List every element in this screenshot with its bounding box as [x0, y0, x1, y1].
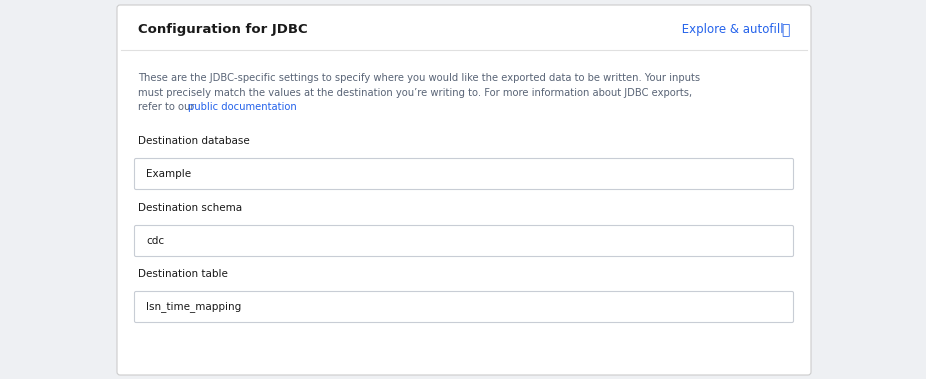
Text: lsn_time_mapping: lsn_time_mapping [146, 302, 242, 312]
FancyBboxPatch shape [134, 291, 794, 323]
Text: must precisely match the values at the destination you’re writing to. For more i: must precisely match the values at the d… [138, 88, 692, 97]
Text: ⌕: ⌕ [782, 23, 790, 37]
Text: Destination schema: Destination schema [138, 203, 242, 213]
Text: Destination database: Destination database [138, 136, 250, 146]
Text: Configuration for JDBC: Configuration for JDBC [138, 23, 307, 36]
Text: These are the JDBC-specific settings to specify where you would like the exporte: These are the JDBC-specific settings to … [138, 73, 700, 83]
FancyBboxPatch shape [134, 158, 794, 190]
Text: refer to our: refer to our [138, 102, 197, 112]
Text: public documentation: public documentation [188, 102, 297, 112]
Text: Example: Example [146, 169, 191, 179]
Text: Explore & autofill: Explore & autofill [679, 23, 784, 36]
FancyBboxPatch shape [134, 226, 794, 257]
FancyBboxPatch shape [117, 5, 811, 375]
Text: Destination table: Destination table [138, 269, 228, 279]
Text: cdc: cdc [146, 236, 164, 246]
